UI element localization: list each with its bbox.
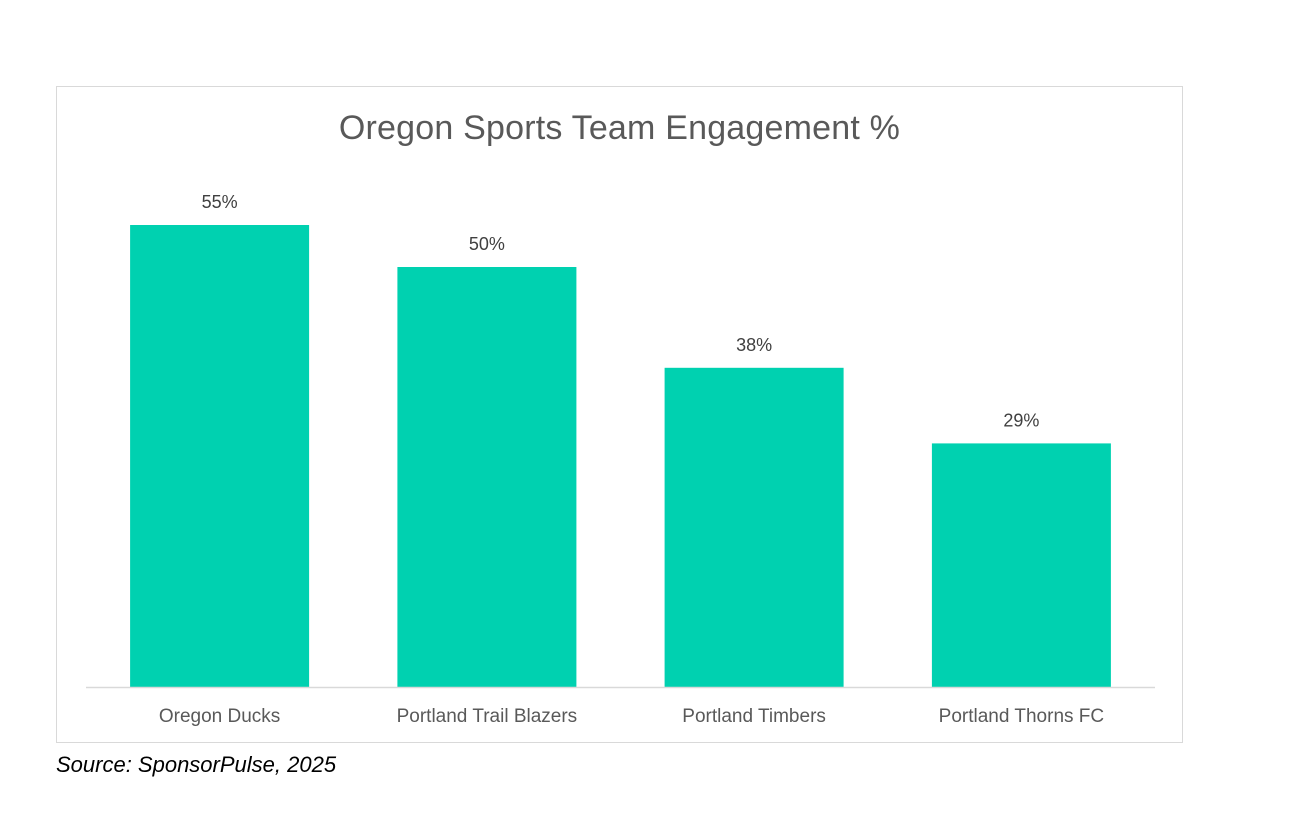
chart-frame: Oregon Sports Team Engagement % 55% 50% 38… [56, 86, 1183, 743]
labels-layer: 55% 50% 38% 29% [202, 192, 1040, 430]
data-label-3: 38% [736, 335, 772, 355]
bar-3 [664, 367, 844, 687]
x-tick-label-1: Oregon Ducks [159, 706, 280, 727]
bar-chart: 55% 50% 38% 29% Oregon Ducks Portland Trail … [86, 192, 1155, 727]
bar-2 [397, 267, 577, 687]
bars-layer [130, 225, 1111, 687]
source-note: Source: SponsorPulse, 2025 [56, 752, 337, 777]
x-tick-label-2: Portland Trail Blazers [397, 706, 578, 727]
x-tick-label-4: Portland Thorns FC [939, 706, 1104, 727]
chart-title: Oregon Sports Team Engagement % [338, 109, 901, 147]
ticks-layer: Oregon Ducks Portland Trail Blazers Portla… [159, 706, 1104, 727]
bar-4 [931, 443, 1111, 687]
bar-1 [130, 225, 310, 687]
x-tick-label-3: Portland Timbers [682, 706, 826, 727]
data-label-4: 29% [1003, 410, 1039, 430]
data-label-2: 50% [469, 234, 505, 254]
data-label-1: 55% [202, 192, 238, 212]
